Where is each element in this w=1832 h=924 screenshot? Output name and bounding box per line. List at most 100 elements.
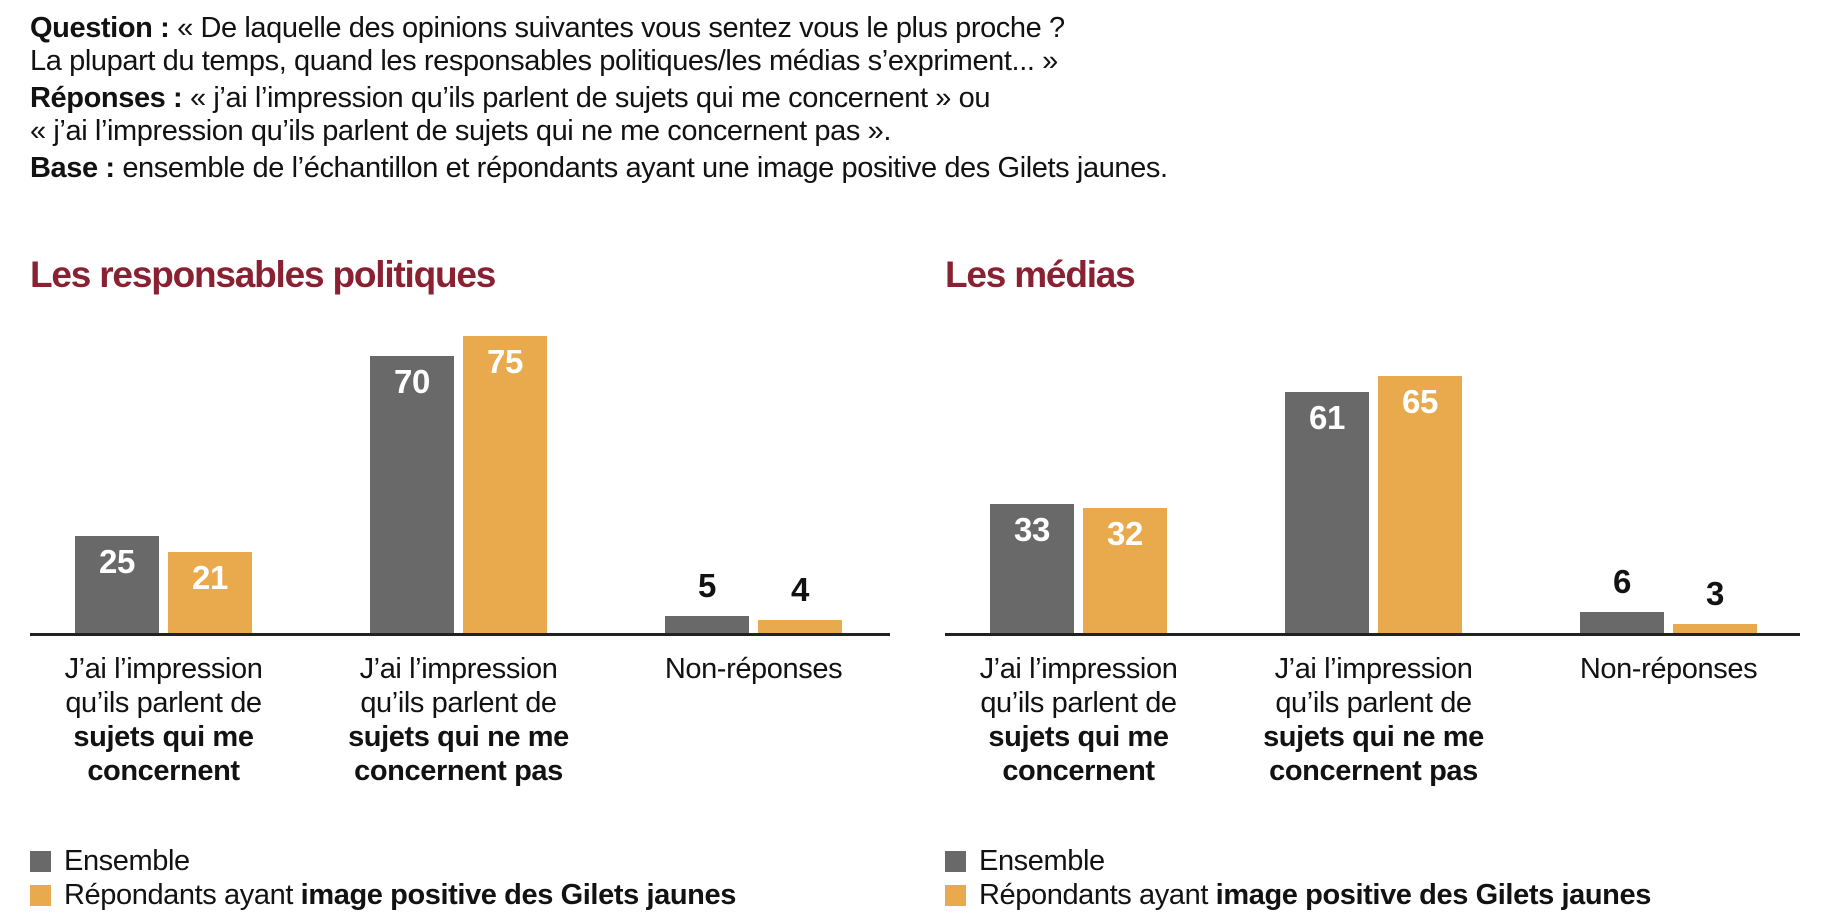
header: Question : « De laquelle des opinions su… <box>30 12 1168 189</box>
base-text: ensemble de l’échantillon et répondants … <box>122 152 1168 184</box>
responses-line-2: « j’ai l’impression qu’ils parlent de su… <box>30 115 892 147</box>
base-label: Base : <box>30 152 115 184</box>
category-label-line: J’ai l’impression <box>1274 653 1473 685</box>
legend-text-bold: image positive des Gilets jaunes <box>1215 878 1652 911</box>
bar-group-2: 61 65 <box>1285 376 1462 636</box>
legend: Ensemble Répondants ayant image positive… <box>945 844 1800 912</box>
category-label-2: J’ai l’impression qu’ils parlent de sujets… <box>299 652 619 788</box>
bar-value-label: 6 <box>1613 563 1631 600</box>
bar-value-label: 3 <box>1706 575 1724 612</box>
bar-column: 65 <box>1378 376 1462 636</box>
bar-column: 5 <box>665 568 749 636</box>
bar-value-label: 4 <box>791 571 809 608</box>
question-label: Question : <box>30 12 170 44</box>
legend-text-bold: image positive des Gilets jaunes <box>300 878 737 911</box>
legend: Ensemble Répondants ayant image positive… <box>30 844 890 912</box>
bar-column: 61 <box>1285 392 1369 636</box>
category-label-line: concernent pas <box>354 755 563 787</box>
bar-repondants-21: 21 <box>168 552 252 636</box>
question-line-2: La plupart du temps, quand les responsab… <box>30 45 1058 77</box>
category-label-line: Non-réponses <box>1579 653 1758 685</box>
bar-value-label: 21 <box>192 559 228 596</box>
category-label-line: qu’ils parlent de <box>980 687 1177 719</box>
bar-column: 21 <box>168 552 252 636</box>
category-label-line: qu’ils parlent de <box>360 687 557 719</box>
bar-repondants-75: 75 <box>463 336 547 636</box>
bar-value-label: 25 <box>99 543 135 580</box>
bar-column: 32 <box>1083 508 1167 636</box>
responses-label: Réponses : <box>30 82 183 114</box>
category-label-line: sujets qui ne me <box>1263 721 1484 753</box>
category-label-line: qu’ils parlent de <box>65 687 262 719</box>
category-label-line: sujets qui me <box>73 721 254 753</box>
legend-swatch-gray <box>30 850 51 872</box>
bar-column: 4 <box>758 572 842 636</box>
bar-column: 70 <box>370 356 454 636</box>
bar-value-label: 70 <box>394 363 430 400</box>
legend-swatch-orange <box>945 884 966 906</box>
x-axis-line <box>30 633 890 636</box>
category-label-3: Non-réponses <box>1509 652 1829 686</box>
bar-column: 25 <box>75 536 159 636</box>
bar-ensemble-33: 33 <box>990 504 1074 636</box>
legend-swatch-gray <box>945 850 966 872</box>
legend-label: Répondants ayant image positive des Gile… <box>64 879 736 912</box>
category-label-1: J’ai l’impression qu’ils parlent de sujets… <box>4 652 324 788</box>
category-label-line: concernent <box>87 755 240 787</box>
category-label-line: J’ai l’impression <box>979 653 1178 685</box>
bar-value-label: 5 <box>698 567 716 604</box>
bar-repondants-32: 32 <box>1083 508 1167 636</box>
bar-value-label: 32 <box>1107 515 1143 552</box>
bar-group-1: 33 32 <box>990 504 1167 636</box>
bar-ensemble-61: 61 <box>1285 392 1369 636</box>
category-label-line: concernent <box>1002 755 1155 787</box>
question-text: « De laquelle des opinions suivantes vou… <box>177 12 1065 44</box>
category-label-line: J’ai l’impression <box>359 653 558 685</box>
category-label-line: sujets qui ne me <box>348 721 569 753</box>
category-label-line: J’ai l’impression <box>64 653 263 685</box>
legend-item-ensemble: Ensemble <box>945 844 1800 878</box>
bar-column: 6 <box>1580 564 1664 636</box>
legend-item-ensemble: Ensemble <box>30 844 890 878</box>
chart-title: Les médias <box>945 254 1136 295</box>
category-label-line: sujets qui me <box>988 721 1169 753</box>
bar-value-label: 65 <box>1402 383 1438 420</box>
question-line-1: Question : « De laquelle des opinions su… <box>30 12 1065 44</box>
bar-value-label: 61 <box>1309 399 1345 436</box>
bar-ensemble-25: 25 <box>75 536 159 636</box>
legend-text: Ensemble <box>979 844 1105 877</box>
bar-group-1: 25 21 <box>75 536 252 636</box>
responses-paragraph: Réponses : « j’ai l’impression qu’ils pa… <box>30 82 1168 148</box>
legend-item-gilets-jaunes: Répondants ayant image positive des Gile… <box>30 878 890 912</box>
category-labels: J’ai l’impression qu’ils parlent de sujets… <box>30 652 890 804</box>
legend-item-gilets-jaunes: Répondants ayant image positive des Gile… <box>945 878 1800 912</box>
category-label-3: Non-réponses <box>594 652 914 686</box>
bar-repondants-4 <box>758 620 842 636</box>
bar-value-label: 75 <box>487 343 523 380</box>
category-label-line: Non-réponses <box>664 653 843 685</box>
bar-group-2: 70 75 <box>370 336 547 636</box>
plot-area: 33 32 61 65 6 3 <box>945 296 1800 636</box>
bar-column: 3 <box>1673 576 1757 636</box>
base-paragraph: Base : ensemble de l’échantillon et répo… <box>30 152 1168 185</box>
plot-area: 25 21 70 75 5 4 <box>30 296 890 636</box>
category-label-line: concernent pas <box>1269 755 1478 787</box>
responses-line-1: Réponses : « j’ai l’impression qu’ils pa… <box>30 82 991 114</box>
legend-label: Répondants ayant image positive des Gile… <box>979 879 1651 912</box>
legend-text: Répondants ayant <box>979 878 1208 911</box>
bar-column: 75 <box>463 336 547 636</box>
category-label-2: J’ai l’impression qu’ils parlent de sujets… <box>1214 652 1534 788</box>
category-label-1: J’ai l’impression qu’ils parlent de sujets… <box>919 652 1239 788</box>
bar-ensemble-70: 70 <box>370 356 454 636</box>
chart-title: Les responsables politiques <box>30 254 496 295</box>
legend-swatch-orange <box>30 884 51 906</box>
legend-text: Répondants ayant <box>64 878 293 911</box>
responses-text: « j’ai l’impression qu’ils parlent de su… <box>190 82 991 114</box>
legend-label: Ensemble <box>64 845 190 878</box>
category-labels: J’ai l’impression qu’ils parlent de sujets… <box>945 652 1800 804</box>
bar-ensemble-5 <box>665 616 749 636</box>
bar-column: 33 <box>990 504 1074 636</box>
